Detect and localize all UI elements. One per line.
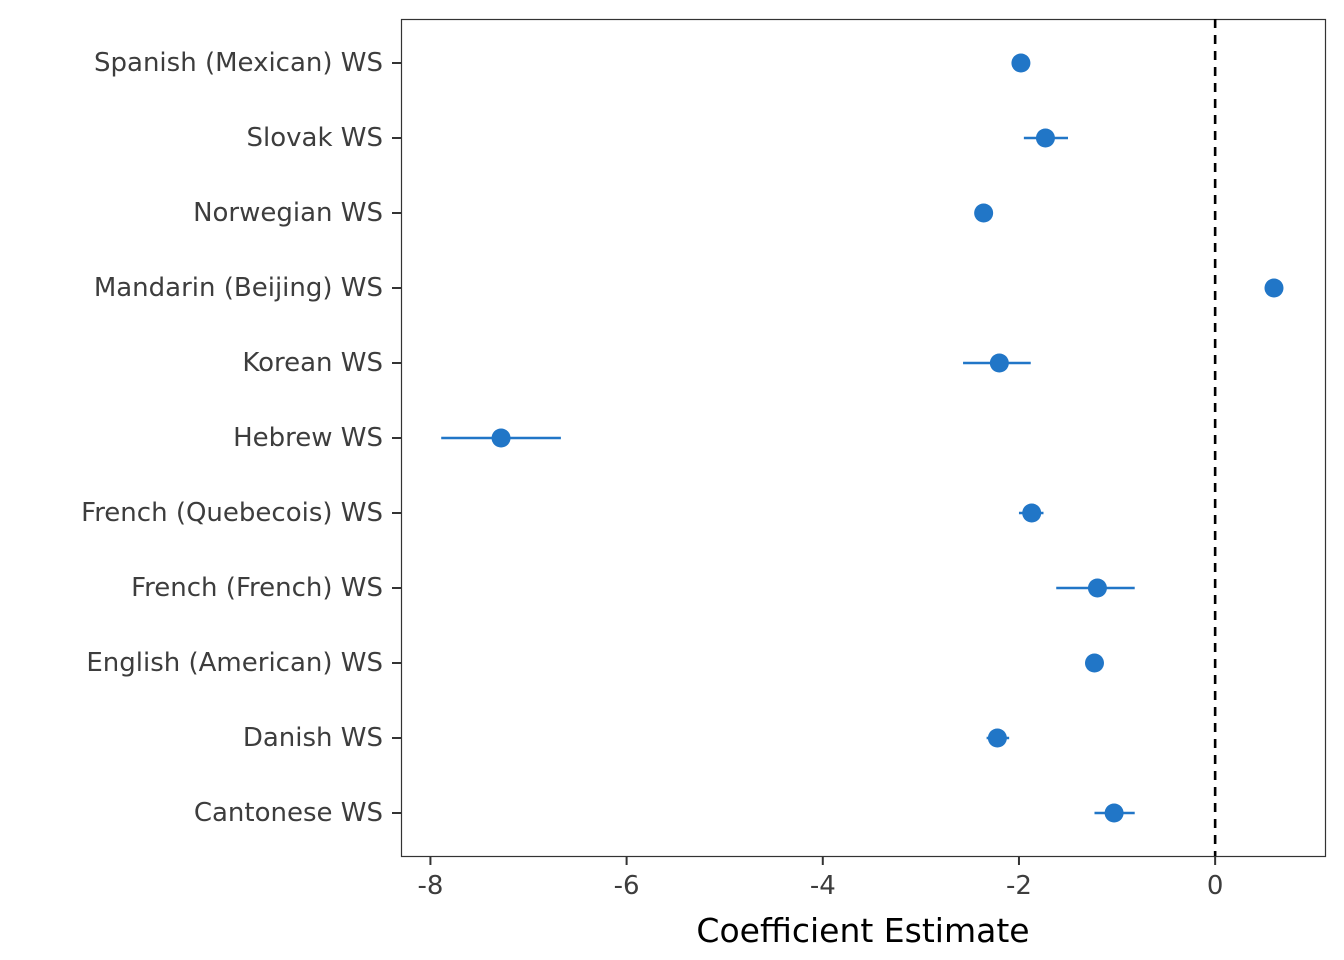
y-tick-label: French (Quebecois) WS [81,498,383,528]
x-tick-label: 0 [1207,871,1224,901]
data-point [1011,53,1031,73]
y-tick-label: Mandarin (Beijing) WS [94,273,383,303]
x-tick-label: -2 [1006,871,1032,901]
data-point [987,728,1007,748]
y-tick-label: Slovak WS [247,123,384,153]
y-tick-label: Danish WS [243,723,383,753]
x-tick-label: -4 [810,871,836,901]
data-point [1084,653,1104,673]
data-point [1022,503,1042,523]
data-point [491,428,511,448]
y-tick-label: Spanish (Mexican) WS [94,48,383,78]
y-tick-label: French (French) WS [131,573,383,603]
y-tick-label: Hebrew WS [233,423,383,453]
x-tick-label: -6 [614,871,640,901]
data-point [1035,128,1055,148]
data-point [1087,578,1107,598]
data-point [1104,803,1124,823]
y-tick-label: Norwegian WS [193,198,383,228]
x-tick-label: -8 [417,871,443,901]
data-point [1264,278,1284,298]
plot-panel-border [400,18,1327,858]
y-tick-label: Korean WS [242,348,383,378]
data-point [989,353,1009,373]
y-tick-label: Cantonese WS [194,798,383,828]
y-tick-label: English (American) WS [86,648,383,678]
x-axis-title: Coefficient Estimate [696,911,1029,950]
data-point [974,203,994,223]
